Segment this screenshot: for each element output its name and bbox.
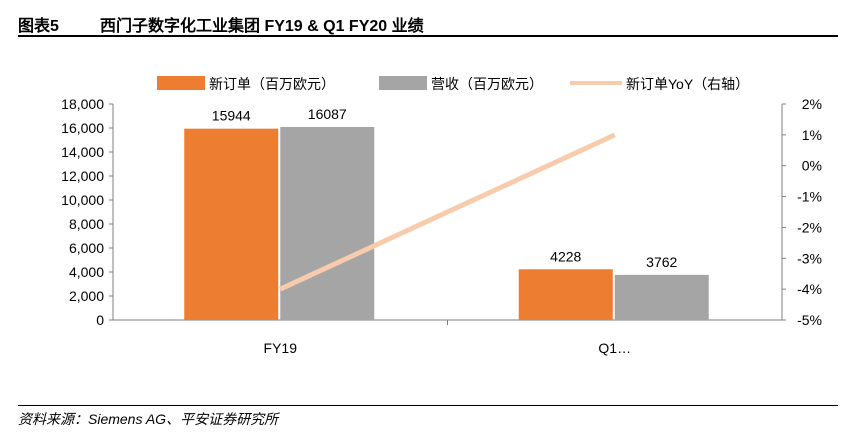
left-tick-label: 0 (96, 312, 104, 328)
left-tick-label: 12,000 (61, 168, 104, 184)
left-tick-label: 14,000 (61, 144, 104, 160)
figure-title: 西门子数字化工业集团 FY19 & Q1 FY20 业绩 (100, 18, 424, 35)
bar (518, 269, 613, 320)
figure-header: 图表5 西门子数字化工业集团 FY19 & Q1 FY20 业绩 (18, 8, 838, 35)
x-tick-label: Q1… (598, 340, 631, 356)
legend-swatch (157, 76, 205, 90)
right-tick-label: -2% (797, 219, 822, 235)
left-tick-label: 2,000 (69, 288, 104, 304)
bar (280, 126, 375, 321)
right-tick-label: -1% (797, 189, 822, 205)
bars (184, 126, 709, 321)
right-tick-label: 2% (802, 96, 822, 112)
legend: 新订单（百万欧元） 营收（百万欧元） 新订单YoY（右轴） (157, 76, 749, 92)
yoy-line (279, 132, 616, 292)
left-tick-label: 18,000 (61, 96, 104, 112)
data-labels: 15944 16087 4228 3762 (212, 106, 678, 270)
header-rule (18, 35, 838, 37)
left-tick-label: 4,000 (69, 264, 104, 280)
right-tick-label: 1% (802, 127, 822, 143)
yoy-series-line (279, 132, 616, 292)
combo-chart: 新订单（百万欧元） 营收（百万欧元） 新订单YoY（右轴） 0 2,000 4,000 6… (61, 76, 822, 356)
left-tick-label: 6,000 (69, 240, 104, 256)
left-tick-label: 16,000 (61, 120, 104, 136)
bar (614, 274, 709, 320)
left-tick-label: 10,000 (61, 192, 104, 208)
figure-label: 图表5 (18, 18, 59, 35)
bar (184, 128, 279, 320)
source-note: 资料来源：Siemens AG、平安证券研究所 (18, 411, 279, 427)
footer-rule (18, 405, 838, 406)
right-tick-label: -4% (797, 281, 822, 297)
right-tick-label: -5% (797, 312, 822, 328)
bar-value-label: 15944 (212, 108, 251, 124)
x-tick-label: FY19 (264, 340, 298, 356)
legend-label: 新订单（百万欧元） (209, 76, 335, 92)
legend-label: 营收（百万欧元） (431, 76, 543, 92)
legend-swatch (379, 76, 427, 90)
left-tick-label: 8,000 (69, 216, 104, 232)
bar-value-label: 3762 (646, 254, 677, 270)
bar-value-label: 16087 (308, 106, 347, 122)
right-tick-label: 0% (802, 158, 822, 174)
axes: 0 2,000 4,000 6,000 8,000 10,000 12,000 14,000 1… (61, 96, 822, 356)
legend-label: 新订单YoY（右轴） (626, 76, 749, 92)
right-tick-label: -3% (797, 250, 822, 266)
bar-value-label: 4228 (550, 248, 581, 264)
